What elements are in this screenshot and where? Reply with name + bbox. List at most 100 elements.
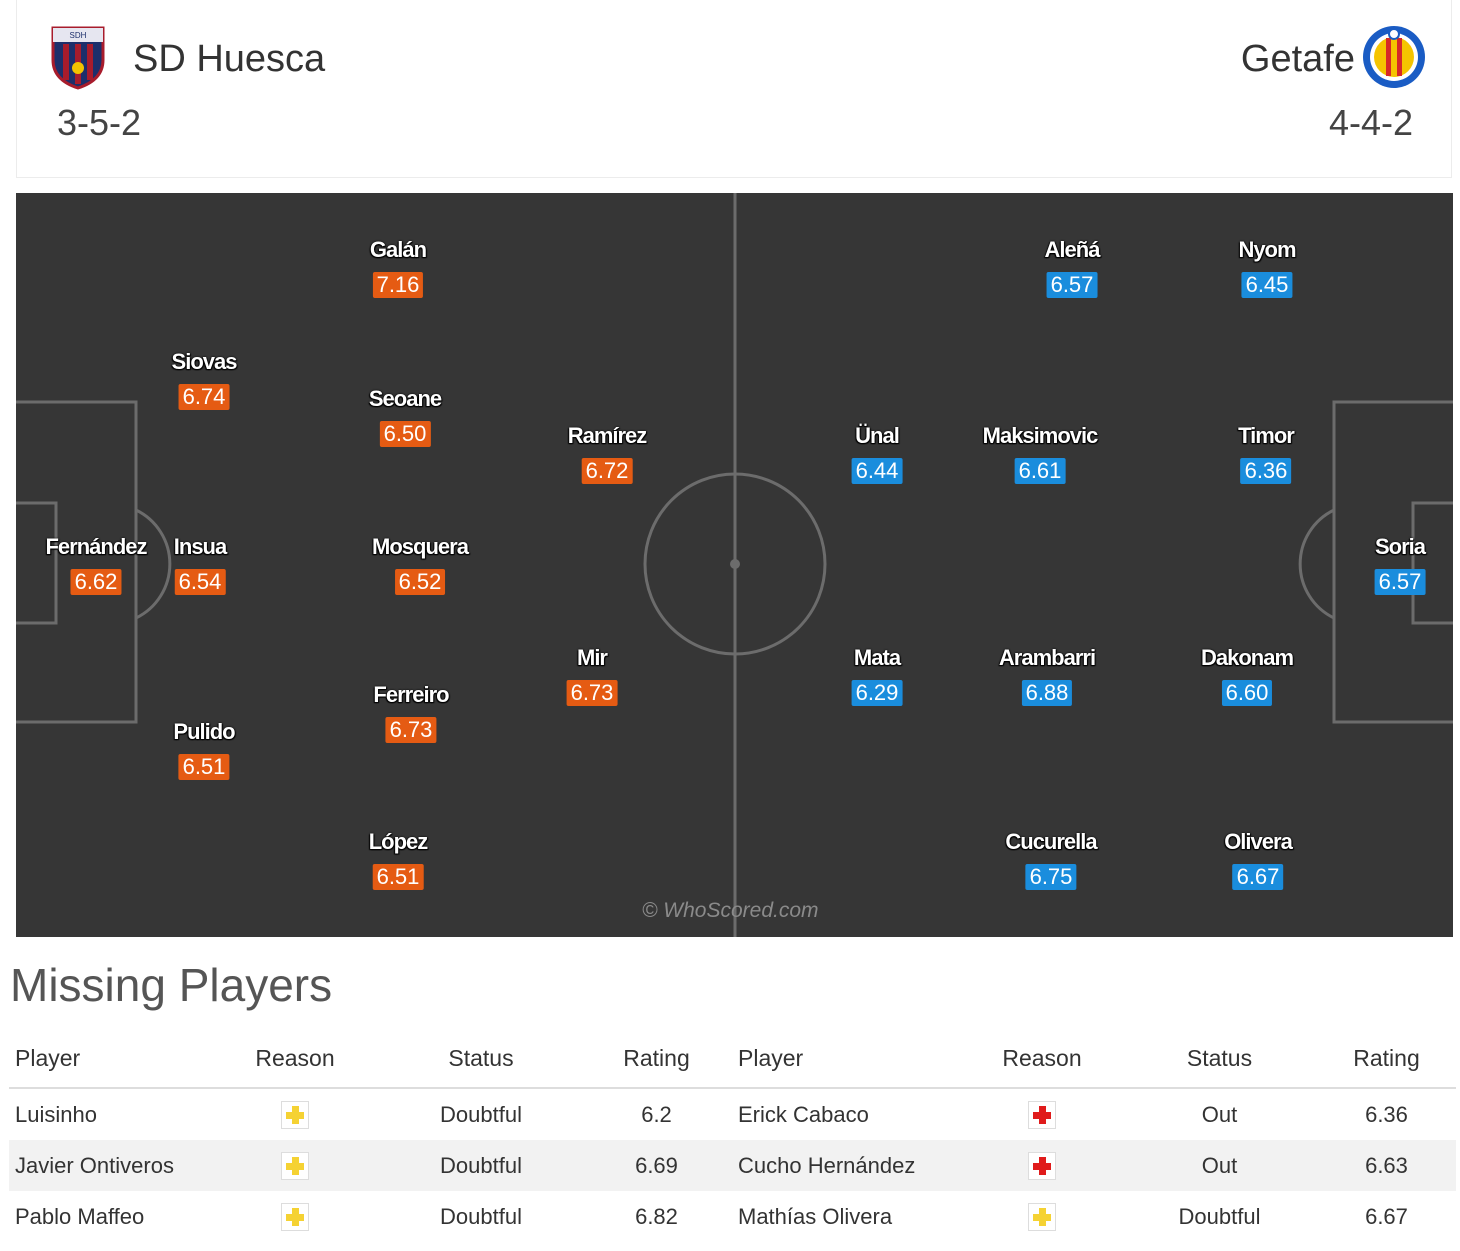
- player-away-nyom[interactable]: Nyom 6.45: [1238, 236, 1297, 298]
- player-name: López: [368, 829, 429, 854]
- home-team-name[interactable]: SD Huesca: [133, 38, 326, 80]
- player-name: Ferreiro: [373, 682, 449, 707]
- player-rating: 6.72: [581, 458, 633, 484]
- player-rating: 6.61: [1014, 458, 1066, 484]
- player-away-arambarri[interactable]: Arambarri 6.88: [998, 644, 1096, 706]
- player-home-insua[interactable]: Insua 6.54: [173, 533, 227, 595]
- player-away-soria[interactable]: Soria 6.57: [1374, 533, 1426, 595]
- home-missing-rating: 6.82: [635, 1203, 678, 1229]
- player-rating: 6.54: [174, 569, 226, 595]
- away-missing-rating: 6.36: [1365, 1101, 1408, 1127]
- column-header-player[interactable]: Player: [732, 1030, 962, 1089]
- column-header-reason[interactable]: Reason: [209, 1030, 381, 1089]
- player-away-cucurella[interactable]: Cucurella 6.75: [1005, 828, 1098, 890]
- player-name: Seoane: [368, 386, 442, 411]
- away-missing-rating: 6.63: [1317, 1140, 1456, 1191]
- player-home-seoane[interactable]: Seoane 6.50: [368, 385, 442, 447]
- player-name: Galán: [369, 237, 427, 262]
- player-away-mata[interactable]: Mata 6.29: [851, 644, 903, 706]
- doubtful-icon[interactable]: [281, 1151, 309, 1180]
- column-header-rating[interactable]: Rating: [581, 1030, 732, 1089]
- player-name: Nyom: [1238, 237, 1296, 262]
- table-row: Luisinho Doubtful 6.2 Erick Cabaco Out 6…: [9, 1088, 1456, 1140]
- player-name: Pulido: [173, 719, 235, 744]
- home-formation: 3-5-2: [57, 102, 142, 143]
- player-home-mosquera[interactable]: Mosquera 6.52: [372, 533, 469, 595]
- table-row: Pablo Maffeo Doubtful 6.82 Mathías Olive…: [9, 1191, 1456, 1242]
- missing-players-title: Missing Players: [10, 959, 333, 1011]
- player-home-lopez[interactable]: López 6.51: [369, 828, 428, 890]
- player-rating: 7.16: [372, 272, 424, 298]
- away-formation: 4-4-2: [1328, 102, 1413, 143]
- player-home-ferreiro[interactable]: Ferreiro 6.73: [373, 681, 450, 743]
- player-name: Arambarri: [998, 645, 1096, 670]
- doubtful-icon[interactable]: [281, 1100, 309, 1129]
- player-rating: 6.74: [178, 384, 230, 410]
- sd-huesca-crest-icon[interactable]: SDH: [47, 24, 109, 90]
- lineup-pitch: Fernández 6.62 Siovas 6.74 Insua 6.54 Pu…: [16, 193, 1453, 937]
- player-rating: 6.60: [1221, 680, 1273, 706]
- player-rating: 6.62: [70, 569, 122, 595]
- player-away-unal[interactable]: Ünal 6.44: [851, 422, 903, 484]
- player-home-fernandez[interactable]: Fernández 6.62: [45, 533, 148, 595]
- player-name: Siovas: [171, 349, 238, 374]
- player-name: Olivera: [1224, 829, 1293, 854]
- player-away-dakonam[interactable]: Dakonam 6.60: [1200, 644, 1294, 706]
- away-missing-player[interactable]: Mathías Olivera: [738, 1203, 893, 1229]
- player-away-alena[interactable]: Aleñá 6.57: [1045, 236, 1100, 298]
- missing-players-table: Player Reason Status Rating Player Reaso…: [9, 1030, 1456, 1242]
- player-rating: 6.51: [178, 754, 230, 780]
- away-missing-status: Doubtful: [1178, 1203, 1261, 1229]
- home-missing-player[interactable]: Pablo Maffeo: [15, 1203, 145, 1229]
- column-header-player[interactable]: Player: [9, 1030, 209, 1089]
- column-header-reason[interactable]: Reason: [962, 1030, 1122, 1089]
- player-name: Maksimovic: [982, 423, 1099, 448]
- column-header-rating[interactable]: Rating: [1317, 1030, 1456, 1089]
- away-missing-status: Out: [1122, 1140, 1317, 1191]
- player-rating: 6.45: [1241, 272, 1293, 298]
- player-home-ramirez[interactable]: Ramírez 6.72: [568, 422, 647, 484]
- player-home-pulido[interactable]: Pulido 6.51: [173, 718, 236, 780]
- doubtful-icon[interactable]: [1028, 1202, 1056, 1231]
- player-away-maksimovic[interactable]: Maksimovic 6.61: [983, 422, 1098, 484]
- player-name: Mosquera: [372, 534, 469, 559]
- injury-icon[interactable]: [1028, 1151, 1056, 1180]
- player-name: Ünal: [855, 423, 900, 448]
- player-home-galan[interactable]: Galán 7.16: [369, 236, 427, 298]
- home-missing-status: Doubtful: [440, 1101, 522, 1127]
- player-name: Aleñá: [1044, 237, 1101, 262]
- player-name: Insua: [173, 534, 227, 559]
- injury-icon[interactable]: [1028, 1100, 1056, 1129]
- home-missing-rating: 6.69: [581, 1140, 732, 1191]
- getafe-crest-icon[interactable]: [1361, 24, 1427, 90]
- away-missing-rating: 6.67: [1365, 1203, 1408, 1229]
- player-rating: 6.36: [1240, 458, 1292, 484]
- player-name: Ramírez: [567, 423, 648, 448]
- player-name: Cucurella: [1005, 829, 1097, 854]
- player-rating: 6.51: [372, 864, 424, 890]
- player-name: Fernández: [45, 534, 147, 559]
- column-header-status[interactable]: Status: [1122, 1030, 1317, 1089]
- player-away-timor[interactable]: Timor 6.36: [1238, 422, 1295, 484]
- watermark: © WhoScored.com: [642, 899, 819, 922]
- home-missing-player[interactable]: Javier Ontiveros: [9, 1140, 209, 1191]
- player-rating: 6.57: [1046, 272, 1098, 298]
- player-name: Mir: [576, 645, 608, 670]
- svg-text:SDH: SDH: [70, 31, 87, 40]
- column-header-status[interactable]: Status: [381, 1030, 581, 1089]
- player-home-mir[interactable]: Mir 6.73: [566, 644, 618, 706]
- away-team-name[interactable]: Getafe: [1240, 38, 1355, 80]
- doubtful-icon[interactable]: [281, 1202, 309, 1231]
- away-missing-player[interactable]: Erick Cabaco: [738, 1101, 869, 1127]
- player-home-siovas[interactable]: Siovas 6.74: [172, 348, 237, 410]
- player-rating: 6.75: [1025, 864, 1077, 890]
- player-away-olivera[interactable]: Olivera 6.67: [1224, 828, 1293, 890]
- player-name: Soria: [1374, 534, 1426, 559]
- away-missing-player[interactable]: Cucho Hernández: [732, 1140, 962, 1191]
- home-missing-player[interactable]: Luisinho: [15, 1101, 97, 1127]
- match-header: SDH SD Huesca 3-5-2 Getafe 4-4-2: [16, 0, 1452, 178]
- player-rating: 6.73: [385, 717, 437, 743]
- table-header-row: Player Reason Status Rating Player Reaso…: [9, 1030, 1456, 1089]
- player-name: Dakonam: [1200, 645, 1294, 670]
- player-rating: 6.57: [1374, 569, 1426, 595]
